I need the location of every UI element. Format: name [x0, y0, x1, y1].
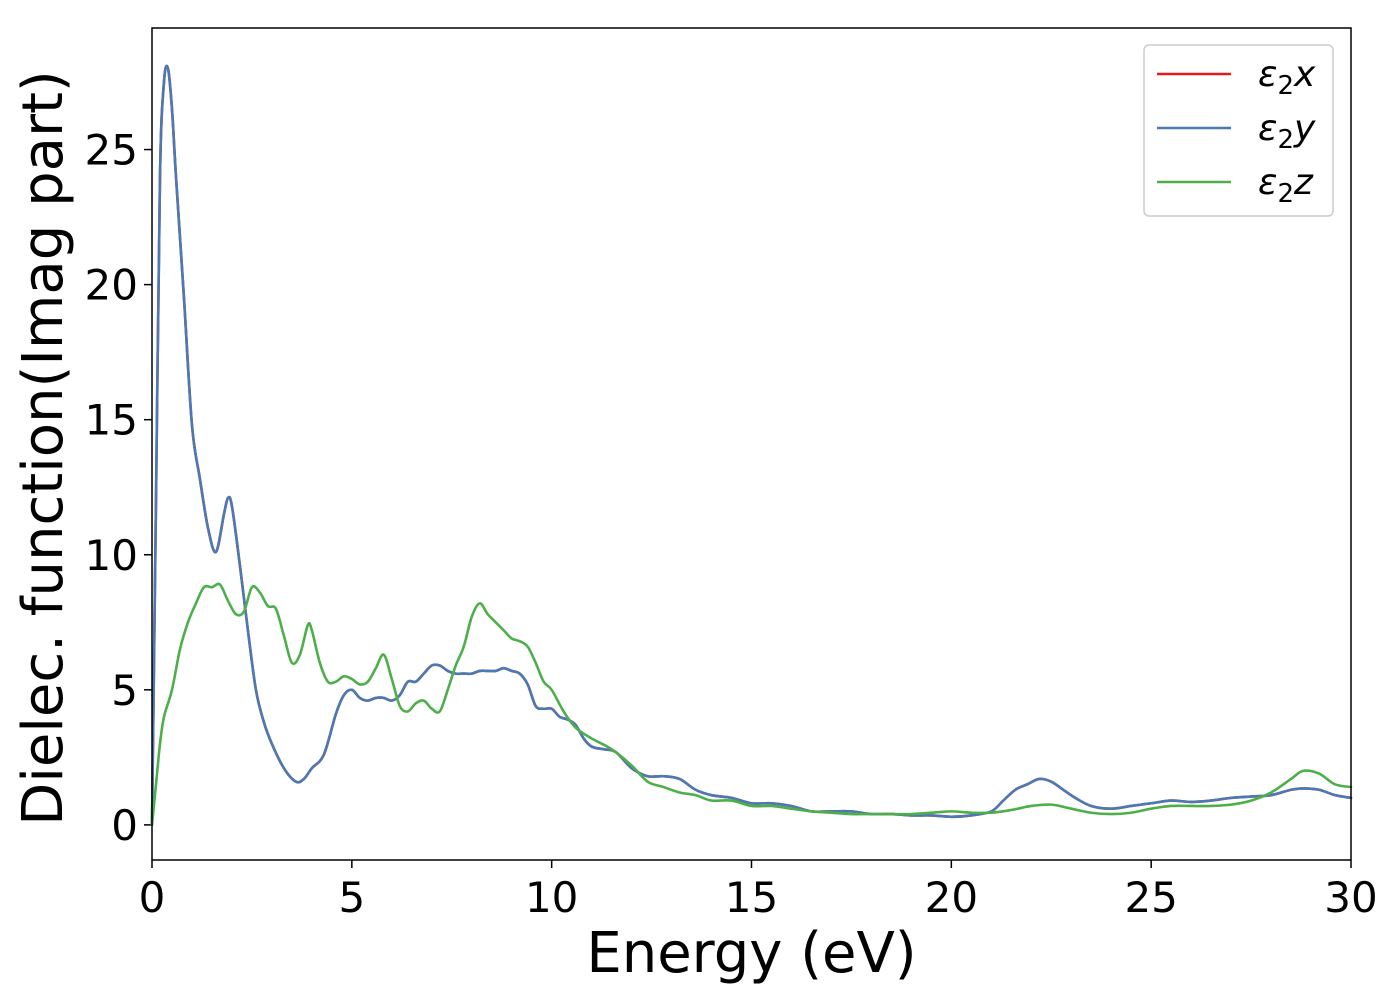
x-tick-label: 20 [925, 873, 978, 922]
y-tick-label: 20 [85, 261, 138, 310]
x-tick-label: 5 [338, 873, 365, 922]
plot-frame [151, 27, 1352, 861]
x-axis-title: Energy (eV) [586, 921, 916, 986]
series-layer [150, 64, 1353, 827]
x-tick-label: 15 [725, 873, 778, 922]
x-axis-ticks: 0 5 10 15 20 25 30 [139, 860, 1378, 922]
series-line-y [150, 64, 1353, 827]
legend: ε2x ε2y ε2z [1143, 44, 1334, 217]
legend-label-z: ε2z [1258, 162, 1314, 209]
y-tick-label: 10 [85, 531, 138, 580]
x-tick-label: 0 [139, 873, 166, 922]
x-tick-label: 10 [525, 873, 578, 922]
y-tick-label: 25 [85, 126, 138, 175]
y-axis-ticks: 0 5 10 15 20 25 [85, 126, 152, 850]
y-tick-label: 5 [111, 666, 138, 715]
legend-label-y: ε2y [1258, 108, 1316, 155]
y-tick-label: 15 [85, 396, 138, 445]
legend-box [1143, 44, 1334, 217]
x-tick-label: 30 [1324, 873, 1377, 922]
y-axis-title: Dielec. function(Imag part) [11, 70, 76, 826]
x-tick-label: 25 [1124, 873, 1177, 922]
series-line-z [150, 582, 1353, 827]
y-tick-label: 0 [111, 801, 138, 850]
legend-label-x: ε2x [1258, 54, 1316, 101]
